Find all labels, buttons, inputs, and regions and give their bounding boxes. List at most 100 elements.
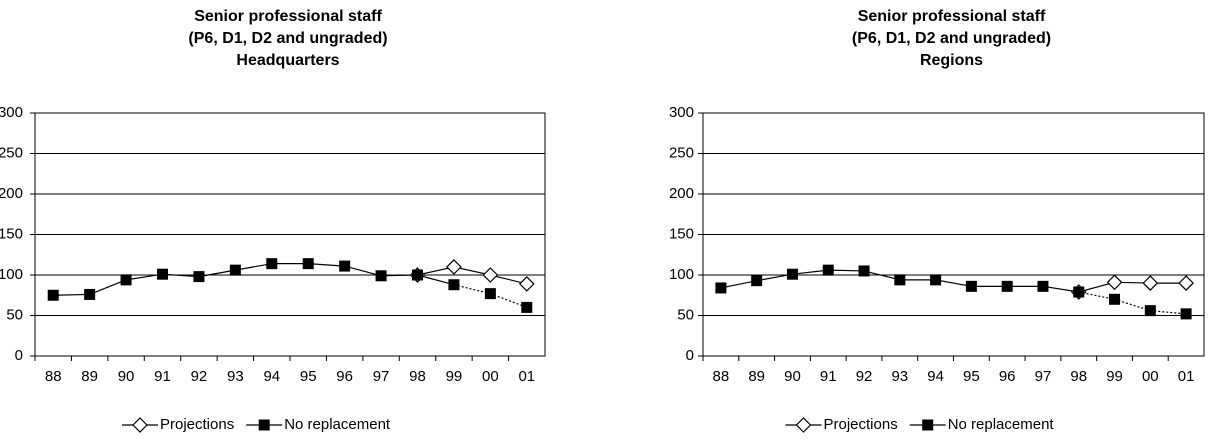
diamond-marker	[518, 276, 535, 292]
series-line	[828, 269, 865, 272]
series-line	[792, 269, 829, 275]
series-line	[125, 273, 163, 281]
y-tick-label: 200	[0, 185, 23, 202]
legend-label: No replacement	[948, 416, 1055, 433]
square-marker	[47, 289, 59, 301]
x-tick-label: 97	[1035, 368, 1052, 385]
y-tick-label: 250	[0, 144, 23, 161]
square-marker	[786, 268, 798, 280]
x-tick-label: 89	[81, 368, 98, 385]
series-line	[935, 279, 972, 287]
square-marker	[894, 274, 906, 286]
square-marker	[84, 288, 96, 300]
x-tick-label: 01	[1178, 368, 1195, 385]
x-tick-label: 91	[154, 368, 171, 385]
x-tick-label: 92	[856, 368, 873, 385]
chart-title: (P6, D1, D2 and ungraded)	[852, 30, 1051, 47]
series-line	[344, 265, 382, 277]
square-marker	[157, 268, 168, 280]
square-marker	[375, 270, 387, 282]
diamond-marker	[132, 417, 148, 433]
square-marker	[229, 264, 241, 276]
legend-label: Projections	[824, 416, 898, 433]
y-tick-label: 250	[669, 144, 694, 161]
x-tick-label: 93	[227, 368, 244, 385]
square-marker	[339, 260, 351, 272]
y-tick-label: 300	[0, 104, 23, 121]
x-tick-label: 01	[518, 368, 535, 385]
y-tick-label: 200	[669, 185, 694, 202]
y-tick-label: 50	[677, 306, 694, 323]
x-tick-label: 99	[1106, 368, 1123, 385]
diamond-marker	[446, 259, 462, 275]
chart-title: Senior professional staff	[194, 8, 382, 25]
diamond-marker	[1178, 275, 1194, 291]
series-line	[863, 270, 900, 281]
chart-title: Headquarters	[236, 52, 339, 69]
square-marker	[965, 280, 977, 292]
y-tick-label: 150	[0, 225, 23, 242]
square-marker	[1180, 308, 1192, 320]
square-marker	[922, 419, 934, 431]
series-line	[235, 263, 272, 271]
x-tick-label: 98	[409, 368, 426, 385]
y-tick-label: 100	[0, 266, 23, 283]
series-line	[308, 263, 345, 267]
square-marker	[715, 282, 727, 294]
diamond-marker	[1142, 275, 1159, 291]
x-tick-label: 90	[118, 368, 135, 385]
x-tick-label: 95	[300, 368, 317, 385]
square-marker	[1037, 280, 1049, 292]
square-marker	[258, 419, 270, 431]
square-marker	[1001, 280, 1013, 292]
x-tick-label: 99	[446, 368, 463, 385]
series-line	[756, 273, 793, 282]
chart: Senior professional staff (P6, D1, D2 and…	[0, 8, 546, 433]
square-marker	[448, 279, 460, 291]
y-tick-label: 0	[686, 347, 694, 364]
square-marker	[751, 275, 763, 287]
x-tick-label: 90	[784, 368, 801, 385]
series-line	[198, 269, 236, 278]
diamond-marker	[1106, 274, 1123, 291]
x-tick-label: 89	[748, 368, 765, 385]
square-marker	[521, 301, 533, 313]
x-tick-label: 00	[482, 368, 499, 385]
square-marker	[266, 258, 278, 270]
square-marker	[1109, 293, 1121, 305]
square-marker	[1073, 286, 1085, 298]
x-tick-label: 88	[713, 368, 730, 385]
y-tick-label: 300	[669, 104, 694, 121]
y-tick-label: 150	[669, 225, 694, 242]
x-tick-label: 91	[820, 368, 837, 385]
x-tick-label: 92	[191, 368, 208, 385]
series-line	[162, 273, 199, 278]
chart-title: Senior professional staff	[858, 8, 1046, 25]
x-tick-label: 88	[45, 368, 62, 385]
y-tick-label: 50	[6, 306, 23, 323]
square-marker	[484, 288, 496, 300]
x-tick-label: 95	[963, 368, 980, 385]
series-line	[1150, 310, 1187, 315]
x-tick-label: 97	[373, 368, 390, 385]
x-tick-label: 00	[1142, 368, 1159, 385]
x-tick-label: 93	[891, 368, 908, 385]
series-line	[89, 279, 127, 295]
diamond-marker	[795, 417, 812, 433]
x-tick-label: 94	[263, 368, 280, 385]
square-marker	[930, 274, 942, 286]
square-marker	[822, 264, 834, 276]
series-line	[720, 280, 757, 289]
x-tick-label: 96	[336, 368, 353, 385]
square-marker	[1144, 305, 1156, 317]
square-marker	[858, 265, 870, 277]
chart: Senior professional staff (P6, D1, D2 and…	[669, 8, 1205, 433]
x-tick-label: 94	[927, 368, 944, 385]
y-tick-label: 0	[15, 347, 23, 364]
chart-title: (P6, D1, D2 and ungraded)	[188, 30, 387, 47]
square-marker	[193, 271, 205, 283]
legend-label: No replacement	[284, 416, 391, 433]
y-tick-label: 100	[669, 266, 694, 283]
x-tick-label: 96	[999, 368, 1016, 385]
